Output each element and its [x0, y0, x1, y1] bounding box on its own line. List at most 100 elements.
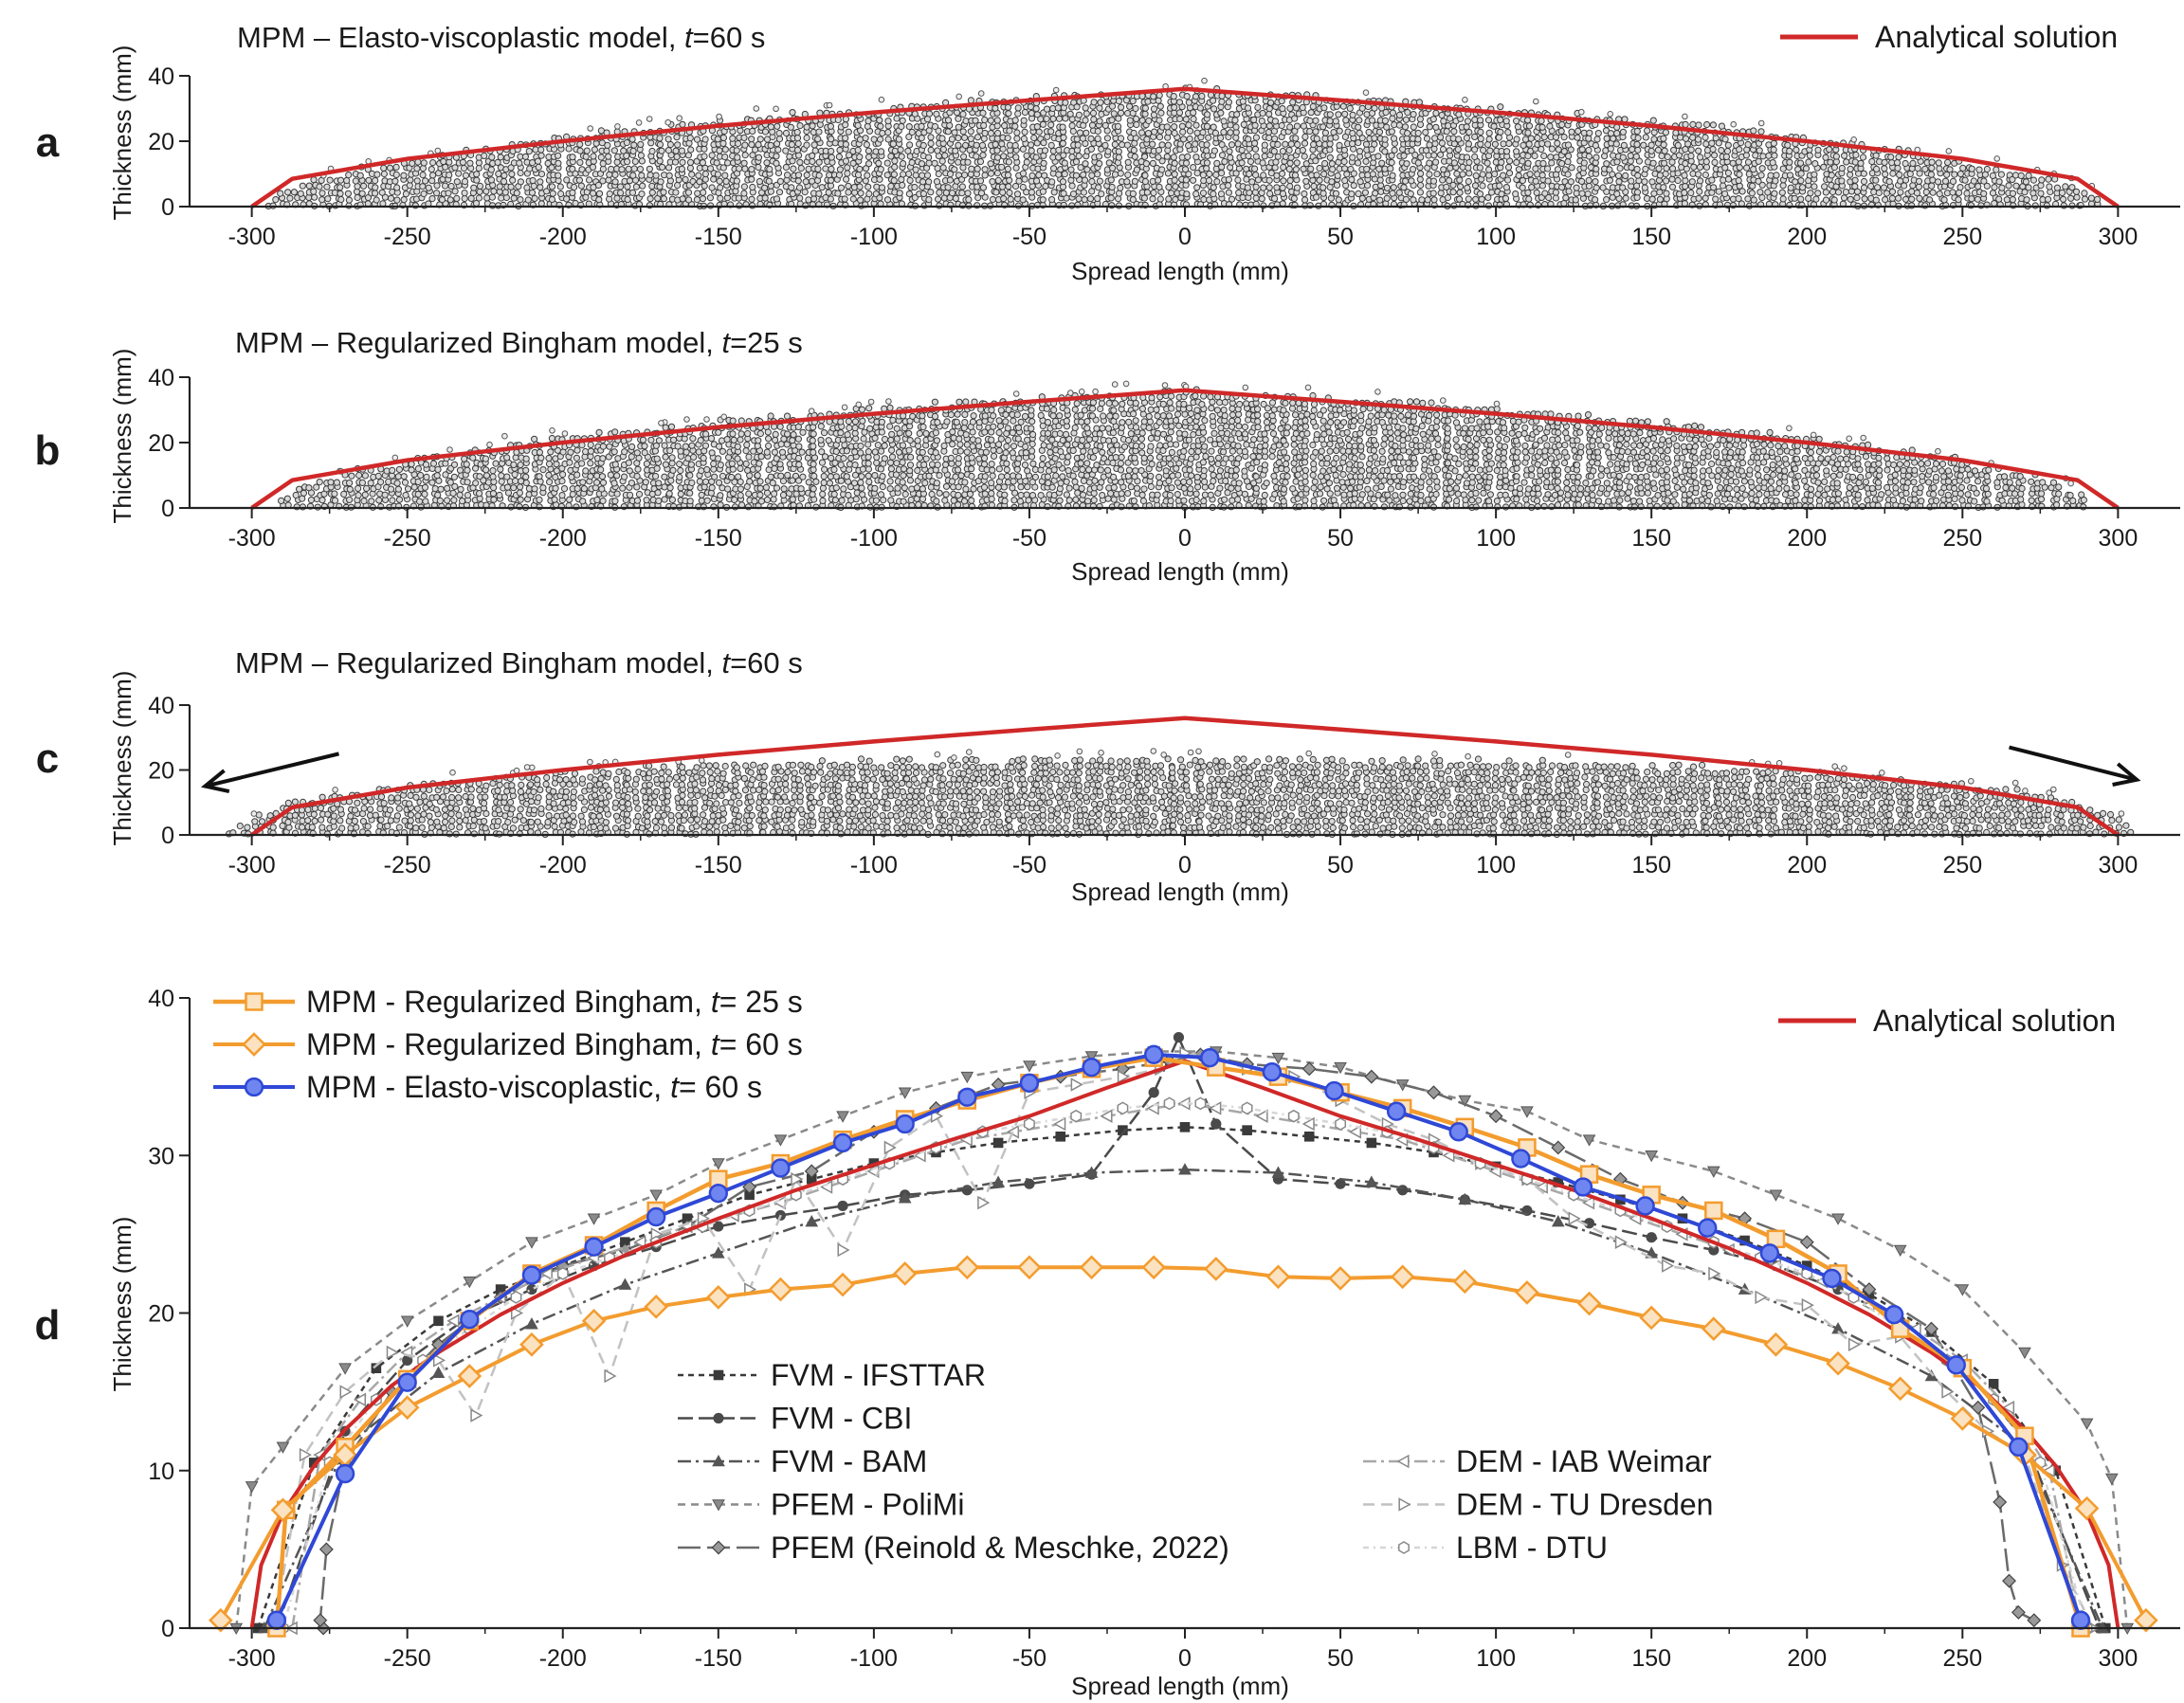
- panel-a-particle: [1410, 196, 1417, 204]
- panel-a-particle: [1606, 176, 1614, 184]
- panel-a-particle: [510, 194, 518, 202]
- panel-a-y-tick-label: 20: [148, 129, 174, 155]
- panel-a-particle: [1767, 172, 1774, 179]
- panel-a-particle: [908, 158, 916, 167]
- panel-a-particle: [1744, 195, 1752, 203]
- panel-b-particle: [962, 485, 970, 493]
- panel-a-particle: [1117, 170, 1124, 177]
- panel-a-particle: [664, 136, 672, 143]
- panel-a-particle: [766, 165, 774, 173]
- panel-b-particle: [975, 455, 983, 462]
- panel-b-particle: [607, 471, 614, 479]
- panel-a-particle: [1525, 122, 1534, 130]
- panel-a-particle: [1622, 194, 1629, 202]
- panel-b-particle: [318, 497, 326, 504]
- panel-a-particle: [865, 190, 873, 198]
- panel-a-particle: [372, 190, 379, 197]
- panel-b-particle: [949, 441, 956, 448]
- panel-a-particle: [1497, 103, 1504, 111]
- panel-a-particle: [682, 175, 689, 184]
- panel-a-particle: [1750, 196, 1757, 204]
- panel-a-particle: [793, 128, 801, 136]
- panel-b-particle: [414, 465, 422, 473]
- panel-b-particle: [789, 437, 796, 444]
- panel-a-stray-particle: [977, 90, 985, 97]
- panel-a-particle: [1228, 141, 1236, 149]
- panel-b-particle: [968, 472, 975, 480]
- panel-a-particle: [774, 146, 782, 154]
- panel-a-particle: [1261, 141, 1268, 149]
- panel-a-particle: [646, 172, 654, 179]
- panel-b-particle: [827, 473, 835, 480]
- panel-a-particle: [1830, 164, 1839, 172]
- panel-a-particle: [1115, 148, 1122, 155]
- panel-a-particle: [1142, 160, 1151, 168]
- panel-a-particle: [773, 159, 780, 167]
- panel-a-particle: [1190, 164, 1197, 172]
- panel-a-particle: [1172, 195, 1179, 204]
- panel-a-particle: [1633, 165, 1641, 173]
- panel-a-particle: [1326, 118, 1334, 125]
- panel-a-particle: [1129, 196, 1138, 204]
- panel-a-particle: [1074, 141, 1082, 149]
- panel-b-particle: [830, 490, 838, 498]
- panel-a-particle: [912, 166, 919, 173]
- panel-a-particle: [1430, 196, 1438, 204]
- panel-b-particle: [825, 437, 832, 444]
- panel-a-particle: [1696, 188, 1703, 195]
- panel-b-particle: [819, 490, 827, 498]
- panel-a-particle: [993, 117, 1001, 124]
- panel-a-particle: [1664, 153, 1671, 161]
- panel-a-particle: [1141, 177, 1150, 186]
- panel-b-particle: [522, 473, 530, 480]
- panel-c-title: MPM – Regularized Bingham model, t=60 s: [235, 646, 803, 679]
- panel-a-particle: [1711, 158, 1719, 166]
- panel-b-particle: [905, 429, 913, 437]
- panel-b-particle: [724, 485, 732, 493]
- panel-a-particle: [835, 172, 844, 179]
- panel-a-particle: [1416, 189, 1425, 196]
- panel-a-particle: [632, 183, 641, 190]
- panel-b-particle: [669, 466, 677, 474]
- panel-b-particle: [955, 455, 962, 462]
- panel-b-particle: [360, 498, 368, 505]
- panel-a-particle: [2045, 195, 2052, 203]
- panel-a-particle: [1141, 153, 1149, 160]
- panel-a-particle: [679, 195, 686, 203]
- panel-b-particle: [963, 448, 971, 456]
- panel-a-particle: [1513, 148, 1520, 155]
- panel-a-particle: [827, 122, 835, 130]
- panel-a-particle: [1787, 184, 1794, 191]
- panel-a-particle: [1293, 122, 1301, 130]
- panel-a-particle: [1259, 109, 1266, 118]
- panel-b-particle: [953, 418, 960, 426]
- panel-a-particle: [1035, 172, 1043, 179]
- panel-a-particle: [1365, 128, 1373, 136]
- panel-a-particle: [989, 195, 997, 204]
- panel-a-particle: [1682, 135, 1690, 142]
- panel-a-particle: [740, 190, 748, 197]
- panel-a-particle: [1059, 123, 1066, 131]
- panel-a-particle: [1544, 165, 1552, 172]
- panel-b-particle: [943, 418, 951, 426]
- panel-b-particle: [417, 471, 425, 480]
- panel-a-particle: [1041, 172, 1048, 179]
- panel-a-particle: [741, 152, 749, 159]
- panel-a-particle: [931, 159, 938, 167]
- panel-a-particle: [934, 147, 941, 154]
- panel-a-particle: [1355, 123, 1362, 131]
- panel-a-particle: [1156, 195, 1164, 203]
- panel-b-particle: [805, 479, 812, 486]
- panel-b-particle: [582, 467, 590, 475]
- panel-b-particle: [702, 478, 710, 485]
- panel-a-particle: [935, 195, 942, 203]
- panel-a-particle: [755, 163, 762, 172]
- panel-a-particle: [1410, 123, 1417, 131]
- panel-a-particle: [790, 165, 797, 172]
- panel-a-particle: [1096, 118, 1103, 125]
- panel-a-particle: [1182, 166, 1190, 173]
- panel-a-particle: [717, 194, 724, 202]
- panel-a-particle: [946, 176, 955, 184]
- panel-a-particle: [1797, 170, 1805, 177]
- panel-a-particle: [1292, 104, 1301, 112]
